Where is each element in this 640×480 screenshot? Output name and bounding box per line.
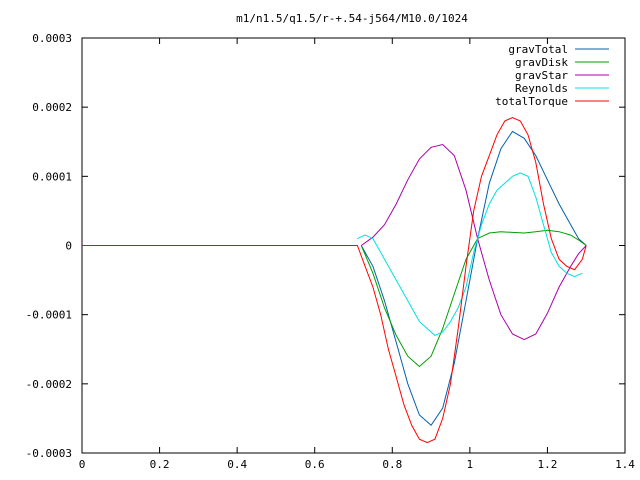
series-lines: [82, 118, 586, 443]
y-tick-label: 0.0001: [32, 170, 72, 183]
chart-title: m1/n1.5/q1.5/r-+.54-j564/M10.0/1024: [236, 12, 468, 25]
legend-label: Reynolds: [515, 82, 568, 95]
legend-label: gravStar: [515, 69, 568, 82]
legend-label: totalTorque: [495, 95, 568, 108]
legend-label: gravTotal: [508, 43, 568, 56]
y-tick-label: -0.0001: [26, 309, 72, 322]
x-tick-label: 0.6: [305, 458, 325, 471]
y-tick-label: 0: [65, 240, 72, 253]
x-tick-label: 0.4: [227, 458, 247, 471]
chart: m1/n1.5/q1.5/r-+.54-j564/M10.0/1024 0 0.2…: [0, 0, 640, 480]
x-tick-label: 0: [79, 458, 86, 471]
legend-label: gravDisk: [515, 56, 568, 69]
x-tick-label: 0.2: [150, 458, 170, 471]
y-tick-label: 0.0003: [32, 32, 72, 45]
series-line-totalTorque: [82, 118, 586, 443]
x-tick-label: 1.4: [615, 458, 635, 471]
x-tick-label: 0.8: [382, 458, 402, 471]
y-tick-label: -0.0002: [26, 378, 72, 391]
y-tick-label: -0.0003: [26, 447, 72, 460]
x-tick-label: 1: [467, 458, 474, 471]
x-tick-label: 1.2: [537, 458, 557, 471]
y-tick-label: 0.0002: [32, 101, 72, 114]
legend: gravTotalgravDiskgravStarReynoldstotalTo…: [495, 43, 609, 108]
